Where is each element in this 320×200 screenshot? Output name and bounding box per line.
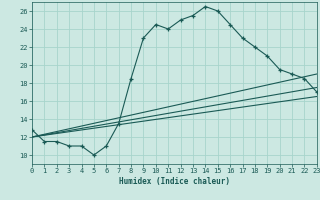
- X-axis label: Humidex (Indice chaleur): Humidex (Indice chaleur): [119, 177, 230, 186]
